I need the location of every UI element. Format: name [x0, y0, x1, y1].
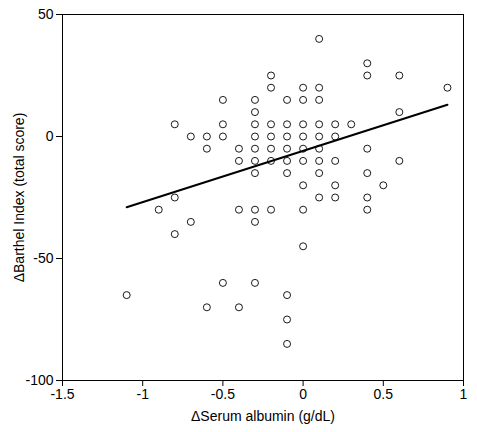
svg-text:0: 0	[299, 386, 307, 402]
svg-text:-100: -100	[25, 372, 54, 388]
svg-text:0: 0	[46, 128, 54, 144]
svg-text:-1: -1	[136, 386, 149, 402]
svg-text:-0.5: -0.5	[211, 386, 235, 402]
svg-text:50: 50	[38, 6, 54, 22]
svg-text:ΔBarthel Index (total score): ΔBarthel Index (total score)	[11, 113, 27, 283]
svg-text:1: 1	[460, 386, 468, 402]
svg-text:ΔSerum albumin (g/dL): ΔSerum albumin (g/dL)	[191, 408, 335, 424]
svg-text:0.5: 0.5	[374, 386, 394, 402]
svg-text:-1.5: -1.5	[50, 386, 74, 402]
svg-text:-50: -50	[33, 250, 53, 266]
